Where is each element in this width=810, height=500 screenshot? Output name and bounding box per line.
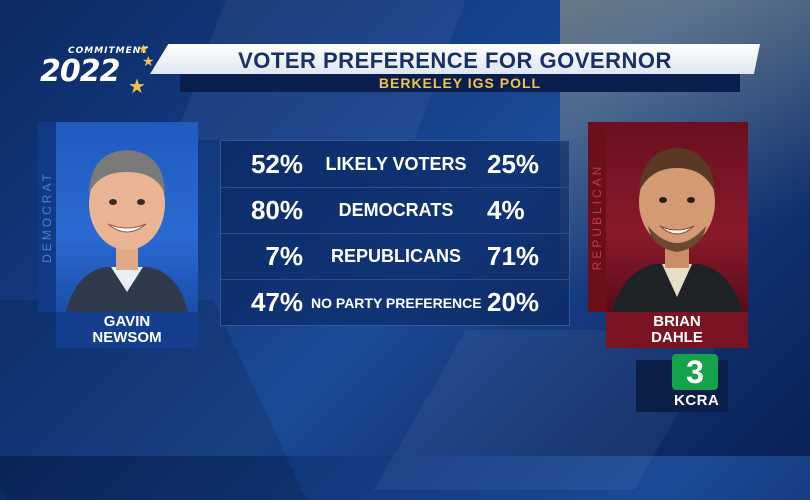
result-row: 47% NO PARTY PREFERENCE 20% [221, 279, 569, 325]
candidate-first-name: BRIAN [653, 313, 701, 330]
dahle-percent: 4% [487, 195, 525, 225]
party-tab-democrat: DEMOCRAT [38, 122, 56, 312]
star-icon: ★ [138, 42, 149, 56]
star-icon: ★ [142, 54, 155, 70]
candidate-card-republican: REPUBLICAN BRIAN DAHLE [588, 122, 748, 348]
result-row: 80% DEMOCRATS 4% [221, 187, 569, 233]
portrait-icon [612, 148, 742, 312]
station-logo: 3 KCRA [636, 354, 728, 412]
dahle-percent: 71% [487, 241, 540, 271]
candidate-photo-dahle [606, 122, 748, 312]
candidate-card-democrat: DEMOCRAT GAVIN NEWSOM [38, 122, 198, 348]
commitment-logo: COMMITMENT 2022 ★ ★ ★ [40, 42, 155, 98]
newsom-percent: 80% [250, 195, 303, 225]
portrait-icon [66, 150, 188, 312]
logo-year-text: 2022 [40, 54, 120, 89]
logo-commitment-text: COMMITMENT [68, 46, 149, 56]
page-title: VOTER PREFERENCE FOR GOVERNOR [238, 48, 672, 73]
candidate-last-name: DAHLE [651, 329, 703, 346]
group-label: DEMOCRATS [338, 200, 454, 220]
newsom-percent: 7% [265, 241, 303, 271]
row-divider [221, 187, 569, 188]
candidate-photo-newsom [56, 122, 198, 312]
subtitle-bar: BERKELEY IGS POLL [180, 74, 740, 92]
group-label: NO PARTY PREFERENCE [311, 295, 482, 311]
row-divider [221, 233, 569, 234]
party-tab-republican: REPUBLICAN [588, 122, 606, 312]
station-call-sign: KCRA [674, 392, 720, 409]
candidate-first-name: GAVIN [103, 313, 151, 330]
result-row: 7% REPUBLICANS 71% [221, 233, 569, 279]
group-label: REPUBLICANS [330, 246, 461, 266]
newsom-percent: 47% [250, 287, 303, 317]
row-divider [221, 279, 569, 280]
channel-number: 3 [672, 354, 718, 390]
star-icon: ★ [128, 74, 146, 98]
results-table: 52% LIKELY VOTERS 25% 80% DEMOCRATS 4% 7… [220, 140, 570, 326]
candidate-nameplate-dahle: BRIAN DAHLE [606, 312, 748, 348]
result-row: 52% LIKELY VOTERS 25% [221, 141, 569, 187]
party-label: REPUBLICAN [590, 163, 604, 271]
dahle-percent: 25% [487, 149, 540, 179]
candidate-nameplate-newsom: GAVIN NEWSOM [56, 312, 198, 348]
page-subtitle: BERKELEY IGS POLL [378, 75, 542, 91]
dahle-percent: 20% [487, 287, 540, 317]
group-label: LIKELY VOTERS [325, 154, 467, 174]
candidate-last-name: NEWSOM [92, 329, 162, 346]
title-bar: VOTER PREFERENCE FOR GOVERNOR [150, 44, 760, 74]
newsom-percent: 52% [250, 149, 303, 179]
party-label: DEMOCRAT [40, 171, 54, 263]
